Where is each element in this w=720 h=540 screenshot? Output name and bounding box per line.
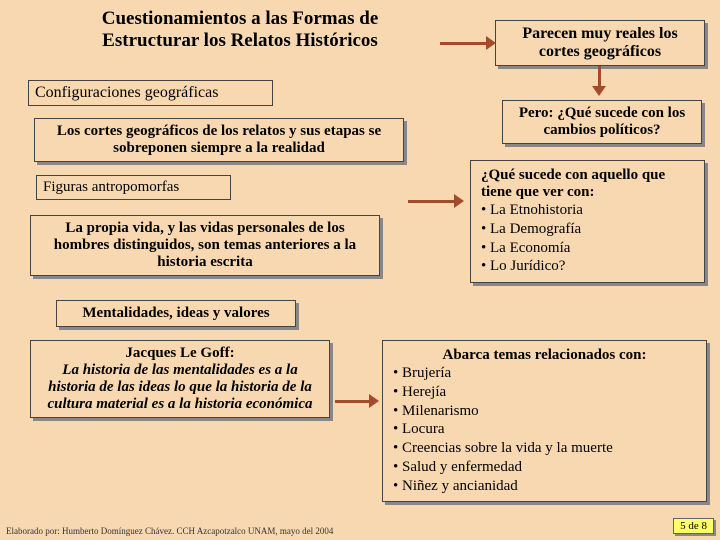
h3-text: Mentalidades, ideas y valores <box>82 305 269 321</box>
list-item: La Economía <box>481 239 694 258</box>
q2-list: La EtnohistoriaLa DemografíaLa EconomíaL… <box>481 201 694 276</box>
list-item: Brujería <box>393 364 696 383</box>
list-item: Niñez y ancianidad <box>393 477 696 496</box>
box-q2: ¿Qué sucede con aquello que tiene que ve… <box>470 160 705 283</box>
page-title: Cuestionamientos a las Formas de Estruct… <box>60 8 420 52</box>
arrow-2-head <box>592 86 606 96</box>
h1-text: Configuraciones geográficas <box>35 84 218 101</box>
arrow-3-head <box>454 194 464 208</box>
box-top-right: Parecen muy reales los cortes geográfico… <box>495 20 705 66</box>
box-q3: Abarca temas relacionados con: BrujeríaH… <box>382 340 707 502</box>
box2-text: La propia vida, y las vidas personales d… <box>54 220 356 270</box>
h2-text: Figuras antropomorfas <box>43 179 179 195</box>
heading-mentalidades: Mentalidades, ideas y valores <box>56 300 296 327</box>
heading-fig-antro: Figuras antropomorfas <box>36 175 231 200</box>
arrow-1-head <box>486 36 496 50</box>
list-item: Lo Jurídico? <box>481 257 694 276</box>
box-q1: Pero: ¿Qué sucede con los cambios políti… <box>502 100 702 144</box>
list-item: La Demografía <box>481 220 694 239</box>
list-item: Creencias sobre la vida y la muerte <box>393 439 696 458</box>
q2-lead: ¿Qué sucede con aquello que tiene que ve… <box>481 167 694 201</box>
arrow-4-line <box>335 400 371 403</box>
list-item: Herejía <box>393 383 696 402</box>
arrow-3-line <box>408 200 456 203</box>
heading-config-geo: Configuraciones geográficas <box>28 80 273 106</box>
top-right-text: Parecen muy reales los cortes geográfico… <box>522 25 677 60</box>
q3-lead: Abarca temas relacionados con: <box>393 347 696 364</box>
box-left-1: Los cortes geográficos de los relatos y … <box>34 118 404 162</box>
box-left-3: Jacques Le Goff: La historia de las ment… <box>30 340 330 418</box>
box3-body: La historia de las mentalidades es a la … <box>39 362 321 413</box>
box3-lead: Jacques Le Goff: <box>39 345 321 362</box>
q1-text: Pero: ¿Qué sucede con los cambios políti… <box>519 105 685 138</box>
box-left-2: La propia vida, y las vidas personales d… <box>30 215 380 276</box>
footer-credit: Elaborado por: Humberto Domínguez Chávez… <box>6 526 333 536</box>
page-number-badge: 5 de 8 <box>673 518 714 534</box>
box1-text: Los cortes geográficos de los relatos y … <box>57 123 381 156</box>
list-item: Salud y enfermedad <box>393 458 696 477</box>
arrow-2-line <box>598 66 601 88</box>
arrow-1-line <box>440 42 488 45</box>
list-item: La Etnohistoria <box>481 201 694 220</box>
arrow-4-head <box>369 394 379 408</box>
list-item: Locura <box>393 420 696 439</box>
q3-list: BrujeríaHerejíaMilenarismoLocuraCreencia… <box>393 364 696 495</box>
list-item: Milenarismo <box>393 402 696 421</box>
